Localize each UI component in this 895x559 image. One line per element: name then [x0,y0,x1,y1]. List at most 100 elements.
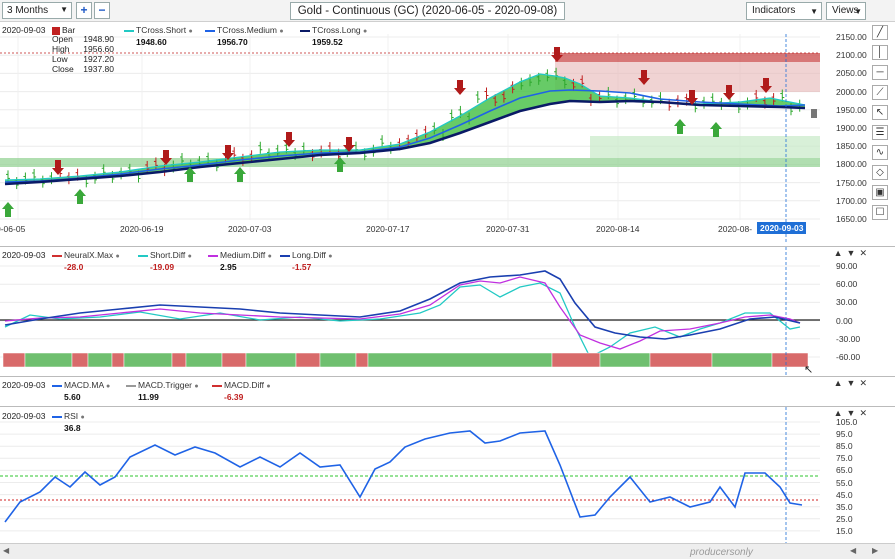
chart-title[interactable]: Gold - Continuous (GC) (2020-06-05 - 202… [290,2,565,20]
legend-item[interactable]: MACD.Diff ● -6.39 [212,380,271,402]
zoom-in-button[interactable]: + [76,2,92,19]
ohlc-key: Open [52,34,73,44]
y-tick-label: 1850.00 [836,141,867,152]
panel-controls[interactable]: ▲▼✕ [833,408,871,418]
gear-icon[interactable]: ● [267,253,272,260]
gear-icon[interactable]: ● [328,253,333,260]
gear-icon[interactable]: ● [115,253,120,260]
indicators-dropdown[interactable]: Indicators ▼ [746,2,822,20]
period-select[interactable]: 3 Months ▼ [2,2,72,19]
bar-label: Bar [62,25,76,35]
y-tick-label: 1650.00 [836,214,867,224]
long-diff-line [4,270,801,340]
ohlc-row: High 1956.60 [52,44,114,54]
legend-item[interactable]: MACD.Trigger ● 11.99 [126,380,199,402]
box-icon[interactable]: ▣ [872,185,888,200]
legend-name: Long.Diff [292,250,326,260]
y-tick-label: 35.0 [836,501,853,512]
period-value: 3 Months [7,5,49,16]
scroll-left-icon[interactable]: ◀ [3,546,10,555]
gear-icon[interactable]: ● [194,383,199,390]
support-zone-lower [0,158,820,167]
trend-tool-icon[interactable]: ⟋ [872,85,888,100]
y-tick-label: 90.00 [836,261,858,271]
gear-icon[interactable]: ● [80,414,85,421]
scroll-end-icon[interactable]: ▶ [872,546,879,555]
views-dropdown[interactable]: Views ▼ [826,2,866,20]
neuralx-segment [24,352,73,368]
macd-panel: ▲▼✕ 2020-09-03 MACD.MA ● 5.60 MACD.Trigger… [0,376,895,406]
y-tick-label: 2100.00 [836,50,867,61]
diff-chart[interactable] [0,247,895,375]
x-tick-label: 2020-07-17 [366,224,410,234]
sell-arrow [52,160,64,175]
legend-item[interactable]: Long.Diff ● -1.57 [280,250,332,272]
legend-swatch [126,384,136,387]
legend-item[interactable]: TCross.Long ● 1959.52 [300,25,367,47]
note-icon[interactable]: ☐ [872,205,888,220]
legend-item[interactable]: MACD.MA ● 5.60 [52,380,110,402]
y-tick-label: 1750.00 [836,177,867,188]
sell-arrow [760,78,772,93]
tcross-medium-line [4,89,806,183]
vertical-line-icon[interactable]: │ [872,45,888,60]
legend-swatch [52,384,62,387]
gear-icon[interactable]: ● [266,383,271,390]
y-tick-label: 65.0 [836,465,853,476]
sell-arrow [638,70,650,85]
bar-legend[interactable]: Bar [52,25,75,35]
legend-swatch [208,254,218,257]
legend-swatch [138,254,148,257]
price-chart[interactable] [0,22,895,243]
legend-item[interactable]: Short.Diff ● -19.09 [138,250,192,272]
ohlc-value: 1948.90 [83,34,114,44]
diff-date: 2020-09-03 [2,250,46,260]
zoom-out-button[interactable]: − [94,2,110,19]
panel-controls[interactable]: ▲▼✕ [833,248,871,258]
sell-arrow [222,145,234,160]
legend-item[interactable]: Medium.Diff ● 2.95 [208,250,272,272]
sell-arrow [686,90,698,105]
legend-item[interactable]: TCross.Medium ● 1956.70 [205,25,284,47]
pointer-icon[interactable]: ↖ [872,105,888,120]
sell-arrow [283,132,295,147]
chevron-down-icon: ▼ [810,7,818,16]
y-tick-label: 1950.00 [836,104,867,115]
panel-controls[interactable]: ▲▼✕ [833,378,871,388]
ohlc-value: 1956.60 [83,44,114,54]
ohlc-key: High [52,44,70,54]
legend-name: Medium.Diff [220,250,266,260]
y-tick-label: 25.0 [836,513,853,524]
gear-icon[interactable]: ● [106,383,111,390]
y-tick-label: 30.00 [836,297,858,308]
line-tool-icon[interactable]: ╱ [872,25,888,40]
legend-item[interactable]: NeuralX.Max ● -28.0 [52,250,120,272]
gear-icon[interactable]: ● [187,253,192,260]
sell-arrow [723,85,735,100]
buy-arrow [74,189,86,204]
gear-icon[interactable]: ● [279,28,284,35]
neuralx-segment [295,352,321,368]
gear-icon[interactable]: ● [188,28,193,35]
wave-icon[interactable]: ∿ [872,145,888,160]
rsi-chart[interactable] [0,407,895,544]
y-tick-label: 2000.00 [836,86,867,97]
x-tick-label: 2020-07-03 [228,224,272,234]
gear-icon[interactable]: ● [363,28,368,35]
ohlc-values: Open 1948.90 High 1956.60 Low 1927.20 Close 193… [52,34,114,74]
ohlc-row: Close 1937.80 [52,64,114,74]
indicators-label: Indicators [752,5,796,16]
scroll-right-icon[interactable]: ◀ [850,546,857,555]
list-icon[interactable]: ☰ [872,125,888,140]
y-tick-label: 1700.00 [836,195,867,206]
legend-swatch [300,29,310,32]
rsi-line [4,430,803,523]
chevron-down-icon: ▼ [854,7,862,16]
price-panel: 2020-09-03 Bar Open 1948.90 High 1956.60 Low… [0,22,895,243]
shape-icon[interactable]: ◇ [872,165,888,180]
signal-arrows [2,47,772,217]
legend-item[interactable]: RSI ● 36.8 [52,411,85,433]
legend-item[interactable]: TCross.Short ● 1948.60 [124,25,193,47]
horizontal-line-icon[interactable]: ─ [872,65,888,80]
horizontal-scrollbar[interactable]: ◀ ◀ ▶ [0,543,895,559]
